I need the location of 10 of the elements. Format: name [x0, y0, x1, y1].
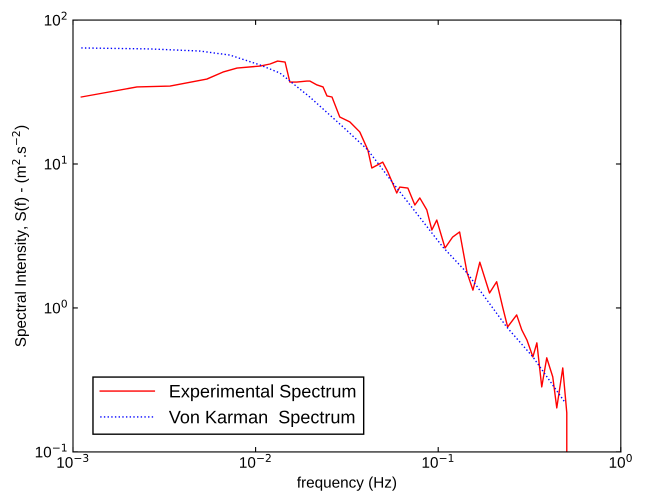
x-tick-label: 10$^{0}$ — [610, 454, 632, 468]
y-tick-label: 10$^{0}$ — [44, 300, 67, 314]
legend-label: Experimental Spectrum — [170, 384, 356, 402]
x-tick-label: 10$^{−2}$ — [240, 454, 271, 468]
y-tick-label: 10$^{1}$ — [44, 156, 67, 170]
x-tick-label: 10$^{−1}$ — [422, 454, 454, 468]
y-tick-label: 10$^{2}$ — [44, 12, 67, 26]
legend-label: Von Karman Spectrum — [168, 410, 354, 428]
x-axis-title: frequency (Hz) — [297, 476, 396, 491]
y-axis-title: Spectral Intensity, S(f) - (m$^{2}$.s$^{−2}$) — [12, 126, 29, 346]
